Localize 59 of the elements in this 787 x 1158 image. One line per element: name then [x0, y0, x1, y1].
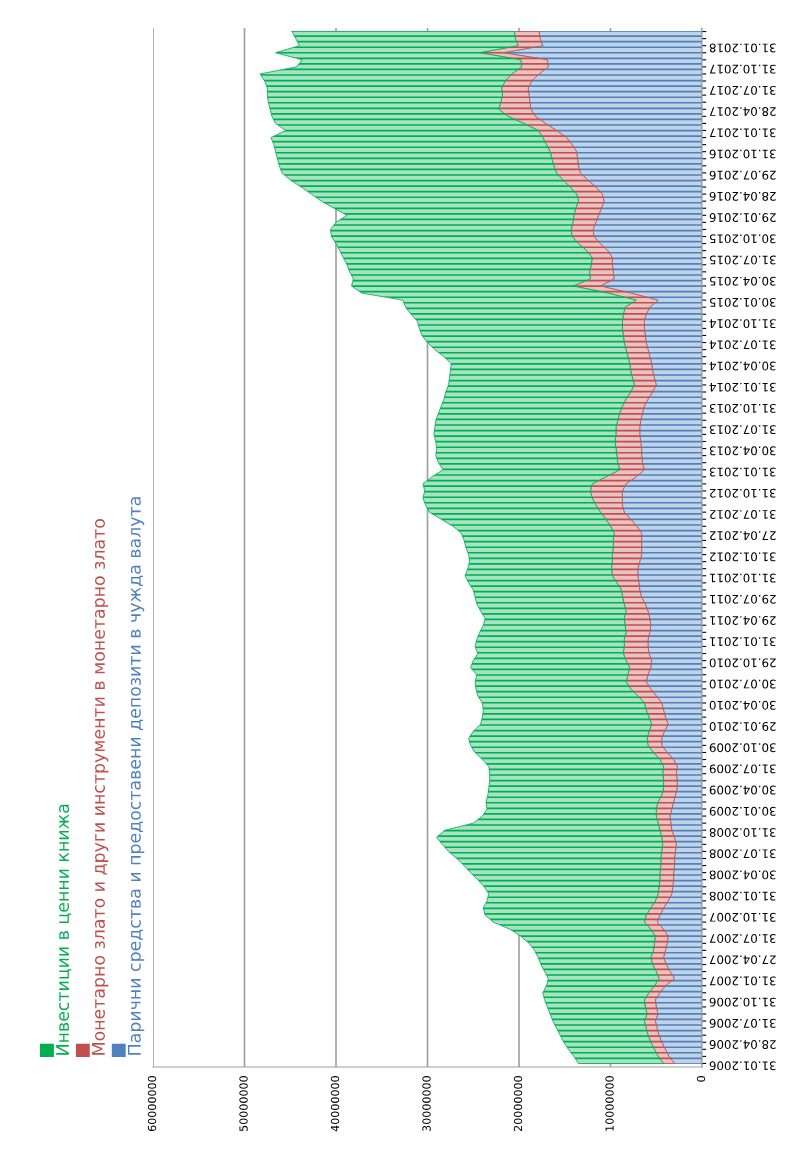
y-tick-label: 30.04.2014 — [709, 361, 776, 371]
x-tick-label: 20000000 — [513, 1076, 523, 1132]
y-tick-label: 30.04.2013 — [709, 446, 776, 456]
x-tick-label: 60000000 — [147, 1076, 157, 1132]
y-tick-label: 28.04.2006 — [709, 1040, 776, 1049]
y-tick-label: 31.10.2011 — [710, 573, 776, 583]
y-tick-label: 31.10.2017 — [709, 64, 776, 74]
y-tick-label: 29.04.2011 — [710, 615, 776, 625]
y-tick-label: 31.07.2013 — [709, 425, 776, 435]
y-tick-label: 30.04.2010 — [709, 700, 776, 710]
y-tick-label: 31.07.2009 — [709, 764, 776, 774]
y-tick-label: 27.04.2012 — [710, 531, 776, 541]
x-tick-label: 0 — [696, 1076, 706, 1082]
y-tick-label: 29.01.2016 — [709, 213, 776, 223]
y-tick-label: 30.01.2009 — [709, 806, 776, 816]
y-tick-label: 31.07.2006 — [709, 1018, 776, 1028]
y-tick-label: 31.10.2012 — [710, 488, 776, 498]
y-tick-label: 27.04.2007 — [709, 955, 776, 965]
y-tick-label: 31.07.2008 — [709, 849, 776, 859]
x-tick-label: 30000000 — [422, 1076, 431, 1132]
y-tick-label: 29.07.2016 — [709, 170, 776, 180]
y-tick-label: 28.04.2017 — [709, 107, 776, 117]
text: Инвестиции в ценни книжа — [56, 804, 72, 1055]
y-tick-label: 31.01.2013 — [709, 467, 776, 477]
y-tick-label: 30.10.2015 — [709, 234, 776, 244]
y-tick-label: 31.07.2017 — [709, 85, 776, 95]
y-tick-label: 30.10.2009 — [709, 743, 776, 753]
y-tick-label: 31.01.2017 — [709, 128, 776, 138]
x-tick-label: 10000000 — [605, 1076, 614, 1131]
y-tick-label: 31.10.2016 — [709, 149, 776, 159]
y-tick-label: 31.10.2008 — [709, 828, 776, 837]
y-tick-label: 30.04.2015 — [709, 276, 776, 286]
y-tick-label: 31.10.2006 — [709, 997, 776, 1007]
y-tick-label: 30.04.2008 — [709, 870, 776, 880]
y-tick-label: 31.01.2011 — [710, 637, 776, 647]
y-tick-label: 31.01.2014 — [709, 382, 776, 392]
y-tick-label: 29.10.2010 — [709, 658, 776, 668]
text: Парични средства и предоставени депозити в чужда валута — [127, 497, 145, 1055]
y-tick-label: 30.07.2010 — [709, 679, 776, 689]
y-tick-label: 29.01.2010 — [709, 722, 776, 731]
y-tick-label: 31.01.2006 — [709, 1061, 776, 1071]
y-tick-label: 31.10.2007 — [709, 912, 776, 922]
y-tick-label: 31.07.2012 — [710, 509, 776, 519]
y-tick-label: 31.10.2013 — [709, 403, 776, 413]
y-tick-label: 31.01.2008 — [709, 891, 776, 901]
y-tick-label: 31.01.2018 — [709, 43, 776, 53]
y-tick-label: 31.10.2014 — [709, 319, 776, 329]
y-tick-label: 31.07.2014 — [709, 340, 776, 350]
y-tick-label: 31.01.2007 — [709, 976, 776, 986]
x-tick-label: 50000000 — [239, 1076, 248, 1132]
y-tick-label: 31.07.2015 — [709, 255, 776, 265]
y-tick-label: 30.01.2015 — [709, 297, 776, 307]
y-tick-label: 31.01.2012 — [710, 552, 776, 562]
y-tick-label: 29.07.2011 — [710, 594, 776, 604]
y-tick-label: 30.04.2009 — [709, 785, 776, 795]
y-tick-label: 31.07.2007 — [709, 934, 776, 943]
y-tick-label: 28.04.2016 — [709, 191, 776, 201]
text: Монетарно злато и други инструменти в монетарно злато — [92, 519, 109, 1055]
x-tick-label: 40000000 — [330, 1076, 340, 1132]
